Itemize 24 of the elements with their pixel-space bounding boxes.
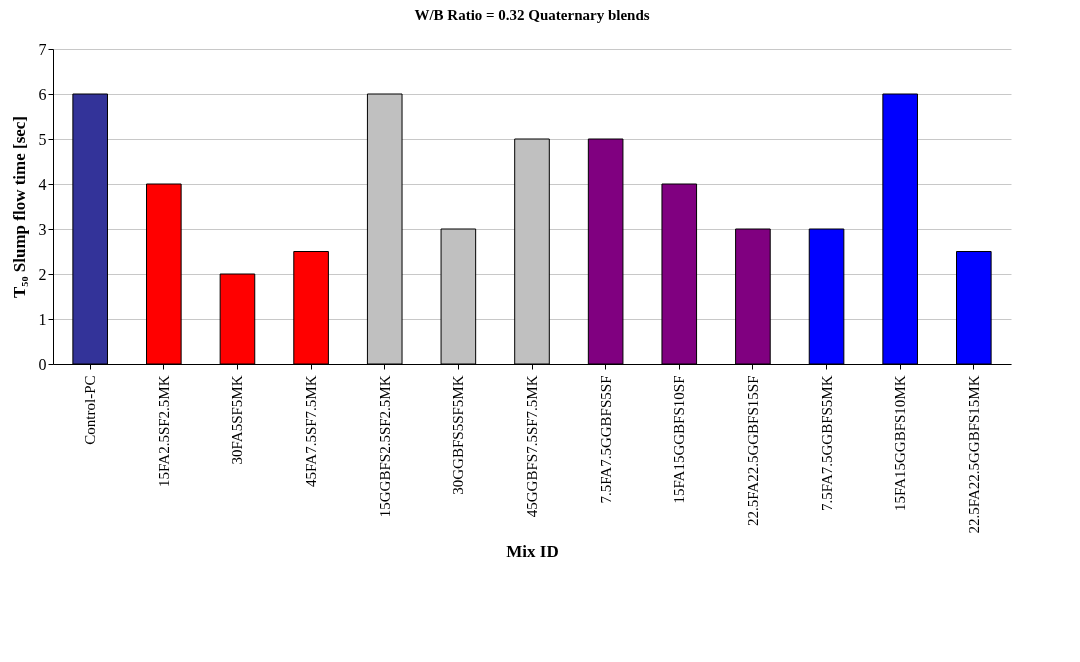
y-tick-label: 3 <box>38 220 47 238</box>
x-tick-label: 30FA5SF5MK <box>229 375 246 465</box>
x-tick-label: 30GGBFS5SF5MK <box>450 375 467 495</box>
y-axis-title: T₅₀ Slump flow time [sec] <box>9 115 29 299</box>
chart-title: W/B Ratio = 0.32 Quaternary blends <box>414 7 650 23</box>
x-tick-label: 45FA7.5SF7.5MK <box>303 375 320 487</box>
x-tick-label: 15FA15GGBFS10SF <box>671 375 688 504</box>
x-tick-label: 15GGBFS2.5SF2.5MK <box>376 375 393 518</box>
x-tick-label: 22.5FA22.5GGBFS15SF <box>744 375 761 527</box>
y-tick-label: 1 <box>38 310 47 328</box>
x-tick-label: 45GGBFS7.5SF7.5MK <box>524 375 540 518</box>
y-tick-label: 6 <box>38 85 47 103</box>
x-axis-title: Mix ID <box>506 541 559 561</box>
x-tick-label: 22.5FA22.5GGBFS15MK <box>965 375 982 534</box>
x-tick-label: 15FA15GGBFS10MK <box>892 375 909 512</box>
y-tick-label: 7 <box>38 40 47 58</box>
x-tick-label: Control-PC <box>82 375 99 445</box>
y-tick-label: 4 <box>38 175 47 193</box>
y-tick-label: 2 <box>38 265 47 283</box>
x-tick-label: 7.5FA7.5GGBFS5SF <box>597 375 614 504</box>
y-tick-label: 5 <box>38 130 47 148</box>
x-tick-label: 15FA2.5SF2.5MK <box>155 375 172 487</box>
x-tick-label: 7.5FA7.5GGBFS5MK <box>818 375 835 512</box>
y-tick-label: 0 <box>38 355 47 373</box>
